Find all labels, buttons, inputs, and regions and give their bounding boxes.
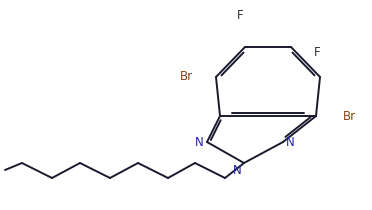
Text: F: F xyxy=(237,9,243,22)
Text: Br: Br xyxy=(180,71,193,84)
Text: N: N xyxy=(286,135,295,148)
Text: Br: Br xyxy=(343,110,356,123)
Text: F: F xyxy=(314,46,321,59)
Text: N: N xyxy=(195,135,204,148)
Text: N: N xyxy=(233,164,242,177)
